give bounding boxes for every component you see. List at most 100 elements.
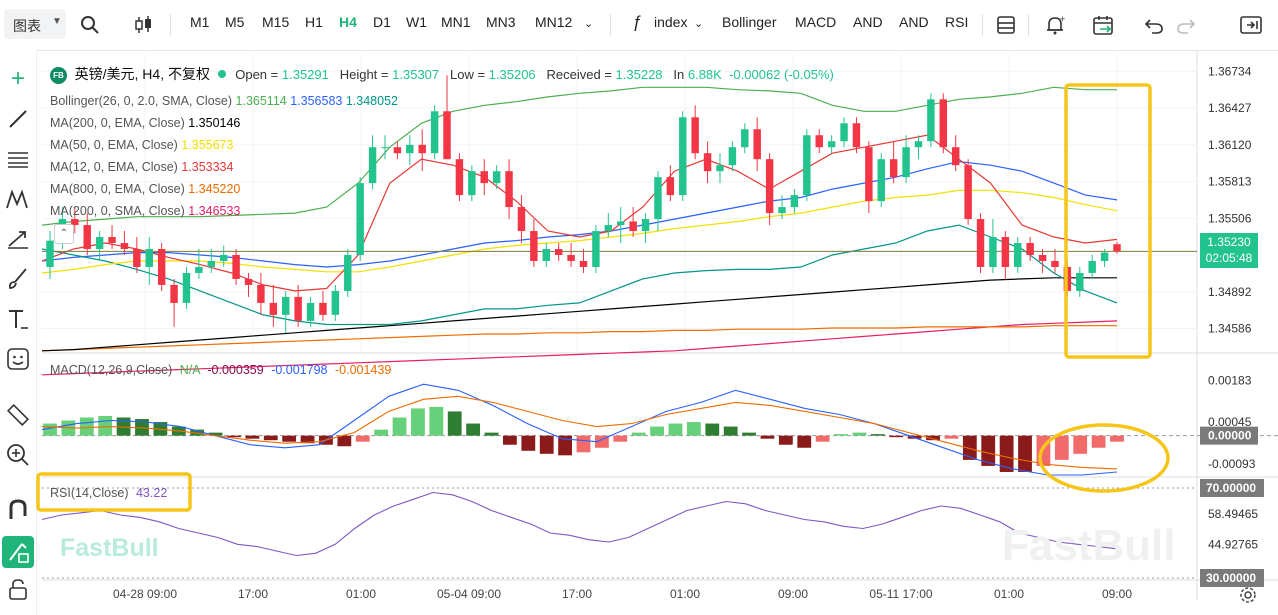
- chevron-down-icon[interactable]: ⌄: [584, 18, 594, 30]
- tab-timeframe-mn3[interactable]: MN3: [486, 14, 516, 30]
- lock-icon[interactable]: [5, 576, 31, 602]
- legend-row[interactable]: MA(50, 0, EMA, Close) 1.355673: [50, 134, 398, 156]
- function-icon[interactable]: ƒ: [632, 12, 642, 31]
- rsi-tick-label: 44.92765: [1208, 537, 1258, 551]
- tab-timeframe-mn1[interactable]: MN1: [441, 14, 471, 30]
- candle-body: [1076, 272, 1084, 291]
- tab-timeframe-d1[interactable]: D1: [373, 14, 391, 30]
- fullscreen-exit-icon[interactable]: [1240, 15, 1262, 35]
- macd-histogram-bar: [521, 435, 536, 451]
- tab-timeframe-m5[interactable]: M5: [225, 14, 245, 30]
- candle-body: [567, 254, 575, 261]
- macd-histogram-bar: [484, 432, 499, 436]
- candle-body: [1051, 260, 1059, 267]
- text-tool-icon[interactable]: [5, 306, 31, 332]
- candle-countdown: 02:05:48: [1205, 251, 1253, 265]
- candle-body: [505, 171, 513, 208]
- indicator-rsi-4[interactable]: RSI: [945, 14, 969, 30]
- legend-label: MA(800, 0, EMA, Close): [50, 182, 185, 196]
- ruler-icon[interactable]: [5, 402, 31, 428]
- tab-timeframe-h4[interactable]: H4: [339, 14, 357, 30]
- candle-body: [120, 243, 129, 250]
- candle-body: [889, 159, 898, 178]
- legend-row[interactable]: MA(200, 0, SMA, Close) 1.346533: [50, 200, 398, 222]
- rsi-tick-label: 58.49465: [1208, 507, 1258, 521]
- close-value: 1.35228: [615, 67, 663, 82]
- macd-legend-value: -0.001439: [334, 363, 392, 377]
- time-tick-label: 09:00: [1102, 587, 1132, 601]
- macd-tick-label: 0.00000: [1208, 429, 1252, 443]
- candlestick-icon[interactable]: [134, 15, 154, 35]
- brush-icon[interactable]: [5, 266, 31, 292]
- lock-drawings-icon[interactable]: [2, 536, 34, 568]
- undo-icon[interactable]: [1144, 15, 1164, 35]
- candle-body: [492, 171, 501, 184]
- candle-body: [939, 99, 948, 148]
- macd-histogram-bar: [907, 435, 922, 439]
- legend-value: 1.355673: [181, 138, 234, 152]
- highlight-box: [1064, 83, 1152, 359]
- chart-type-dropdown[interactable]: 图表 ▼: [4, 9, 66, 39]
- macd-legend-value: N/A: [179, 363, 200, 377]
- alert-bell-icon[interactable]: +: [1044, 14, 1066, 36]
- magnet-icon[interactable]: [5, 496, 31, 522]
- macd-histogram-bar: [208, 432, 223, 436]
- zoom-in-icon[interactable]: [5, 442, 31, 468]
- projection-icon[interactable]: [5, 226, 31, 252]
- price-tick-label: 1.34892: [1208, 285, 1252, 299]
- redo-icon[interactable]: [1176, 15, 1196, 35]
- candle-body: [616, 221, 625, 226]
- macd-histogram-bar: [98, 415, 113, 436]
- time-tick-label: 01:00: [994, 587, 1024, 601]
- watermark-right: FastBull: [1002, 521, 1176, 570]
- indicator-macd-1[interactable]: MACD: [795, 14, 837, 30]
- time-axis: 04-28 09:00 17:00 01:00 05-04 09:00 17:00 01:…: [113, 587, 1132, 601]
- crosshair-icon[interactable]: +: [10, 65, 25, 92]
- tab-timeframe-h1[interactable]: H1: [305, 14, 323, 30]
- tab-timeframe-m1[interactable]: M1: [190, 14, 210, 30]
- indicator-dropdown[interactable]: index: [654, 14, 688, 30]
- candle-body: [579, 260, 588, 267]
- indicator-and-2[interactable]: AND: [853, 14, 883, 30]
- search-icon[interactable]: [80, 15, 100, 35]
- candle-body: [803, 135, 811, 196]
- legend-row[interactable]: Bollinger(26, 0, 2.0, SMA, Close) 1.3651…: [50, 90, 398, 112]
- tab-timeframe-mn12[interactable]: MN12: [535, 14, 573, 30]
- trend-line-icon[interactable]: [5, 106, 31, 132]
- symbol-title[interactable]: 英镑/美元, H4, 不复权: [74, 66, 210, 82]
- emoji-icon[interactable]: [5, 346, 31, 372]
- candle-body: [83, 225, 91, 250]
- candle-body: [629, 221, 637, 232]
- horizontal-lines-icon[interactable]: [5, 146, 31, 172]
- layout-icon[interactable]: [996, 15, 1016, 35]
- rsi-legend-label: RSI(14,Close): [50, 486, 129, 500]
- legend-row[interactable]: MA(800, 0, EMA, Close) 1.345220: [50, 178, 398, 200]
- tab-timeframe-w1[interactable]: W1: [406, 14, 427, 30]
- legend-row[interactable]: MA(200, 0, EMA, Close) 1.350146: [50, 112, 398, 134]
- indicator-and-3[interactable]: AND: [899, 14, 929, 30]
- symbol-badge: FB: [50, 67, 67, 85]
- legend-label: Bollinger(26, 0, 2.0, SMA, Close): [50, 94, 233, 108]
- candle-body: [530, 231, 538, 261]
- tab-timeframe-m15[interactable]: M15: [262, 14, 290, 30]
- collapse-legend-button[interactable]: ⌃: [54, 224, 74, 244]
- candle-body: [914, 141, 923, 148]
- macd-histogram-bar: [263, 435, 278, 441]
- open-value: 1.35291: [281, 67, 329, 82]
- indicator-bollinger-0[interactable]: Bollinger: [722, 14, 777, 30]
- candle-body: [753, 129, 761, 160]
- calendar-icon[interactable]: [1092, 14, 1114, 36]
- candle-body: [703, 153, 712, 172]
- chevron-down-icon[interactable]: ⌄: [694, 18, 704, 30]
- pattern-icon[interactable]: [5, 186, 31, 212]
- candle-body: [827, 141, 836, 148]
- macd-histogram-bar: [631, 432, 646, 436]
- bollinger-lower-line: [41, 224, 1118, 326]
- legend-row[interactable]: MA(12, 0, EMA, Close) 1.353334: [50, 156, 398, 178]
- candle-body: [554, 249, 563, 255]
- gear-icon[interactable]: [1239, 586, 1257, 604]
- candle-body: [294, 296, 302, 321]
- macd-histogram-bar: [760, 435, 775, 439]
- candle-body: [406, 144, 414, 154]
- macd-histogram-bar: [392, 417, 407, 436]
